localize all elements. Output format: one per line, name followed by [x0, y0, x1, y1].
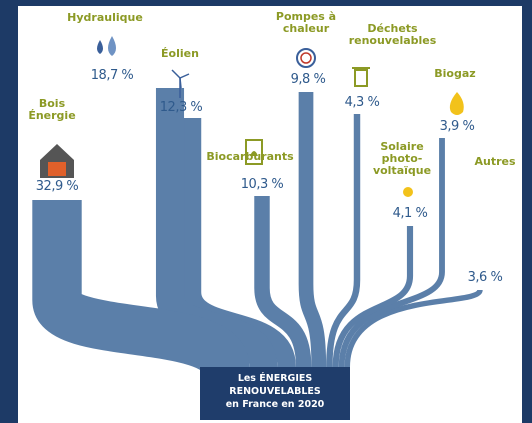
flow	[344, 288, 483, 368]
target-box: Les ÉNERGIES RENOUVELABLES en France en …	[200, 367, 350, 420]
flow	[298, 92, 327, 368]
icon-house	[40, 144, 74, 178]
target-line: Les ÉNERGIES	[237, 373, 313, 384]
icon-flame	[449, 92, 464, 115]
category-label: Hydraulique	[67, 11, 143, 24]
category-label: Pompes à chaleur	[275, 10, 337, 35]
icon-sun	[403, 187, 413, 197]
value-label: 9,8 %	[290, 72, 326, 87]
category-label: Solaire photo-voltaïque	[372, 140, 432, 177]
icon-heatpump	[296, 48, 316, 68]
category-label: Bois Énergie	[28, 97, 76, 122]
category-label: Déchets renouvelables	[348, 22, 437, 47]
flow	[254, 196, 312, 368]
icon-turbine	[171, 69, 190, 98]
value-label: 18,7 %	[90, 68, 134, 83]
icon-bin	[352, 67, 370, 87]
category-label: Autres	[474, 155, 516, 168]
value-label: 10,3 %	[240, 177, 284, 192]
value-label: 4,1 %	[392, 206, 428, 221]
icon-drops	[97, 36, 116, 56]
flow	[338, 138, 445, 368]
value-label: 3,9 %	[439, 119, 475, 134]
flow	[332, 226, 414, 368]
value-label: 3,6 %	[467, 270, 503, 285]
category-label: Biogaz	[434, 67, 476, 80]
icon-fuel	[245, 139, 263, 165]
target-line: RENOUVELABLES	[229, 386, 321, 397]
flow	[32, 200, 250, 375]
target-line: en France en 2020	[225, 399, 325, 410]
category-label: Biocarburants	[206, 150, 294, 163]
value-label: 4,3 %	[344, 95, 380, 110]
value-label: 32,9 %	[35, 179, 79, 194]
value-label: 12,3 %	[159, 100, 203, 115]
category-label: Éolien	[161, 47, 199, 60]
flow	[326, 114, 361, 368]
